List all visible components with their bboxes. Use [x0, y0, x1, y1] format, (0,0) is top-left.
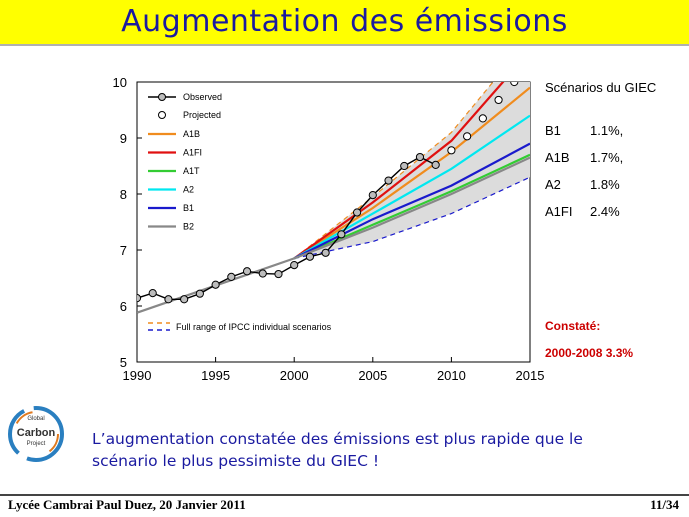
- scenario-rate-a2: 1.8%: [590, 177, 620, 192]
- projected-point: [494, 95, 503, 105]
- scenario-name-a1b: A1B: [545, 150, 570, 165]
- y-tick-label: 5: [120, 355, 127, 370]
- caption-line-1: L’augmentation constatée des émissions e…: [92, 430, 583, 448]
- y-tick-label: 6: [120, 299, 127, 314]
- observed-point: [337, 230, 346, 239]
- logo-ring-icon: [8, 406, 64, 462]
- legend-observed-marker: [158, 93, 166, 101]
- observed-point: [400, 161, 409, 171]
- series-line-b1: [293, 142, 530, 260]
- x-tick-label: 2005: [358, 368, 387, 383]
- observed-point: [415, 152, 425, 162]
- projected-point: [478, 114, 487, 123]
- observed-rate: 2000-2008 3.3%: [545, 346, 633, 360]
- logo-text-1: Global: [27, 416, 44, 422]
- observed-point: [305, 252, 315, 261]
- projected-point: [447, 146, 456, 155]
- observed-point: [195, 289, 204, 298]
- observed-point: [242, 267, 252, 276]
- x-tick-label: 2010: [437, 368, 466, 383]
- observed-point: [164, 295, 173, 304]
- observed-point: [227, 272, 236, 281]
- series-line-a1b: [293, 86, 530, 260]
- observed-point: [148, 289, 157, 298]
- y-tick-label: 7: [120, 243, 127, 258]
- y-tick-label: 10: [113, 75, 127, 90]
- page-title: Augmentation des émissions: [121, 4, 568, 39]
- global-carbon-project-logo: Global Carbon Project: [6, 405, 70, 463]
- chart-legend: Observed Projected A1B A1FI A1T A2 B1 B2 Full…: [148, 92, 332, 332]
- y-tick-label: 8: [120, 187, 127, 202]
- observed-point: [258, 269, 267, 278]
- legend-label-b2: B2: [183, 222, 194, 232]
- footer-text: Lycée Cambrai Paul Duez, 20 Janvier 2011: [8, 497, 246, 512]
- series-line-a1fi: [293, 82, 505, 260]
- projected-point: [510, 82, 519, 87]
- x-tick-label: 1995: [201, 368, 230, 383]
- legend-projected-marker: [158, 111, 166, 119]
- scenario-name-a2: A2: [545, 177, 561, 192]
- caption-line-2: scénario le plus pessimiste du GIEC !: [92, 452, 380, 470]
- projected-point: [463, 132, 472, 141]
- legend-range-label: Full range of IPCC individual scenarios: [176, 322, 332, 332]
- logo-text-3: Project: [27, 441, 46, 447]
- scenario-rate-a1b: 1.7%,: [590, 150, 623, 165]
- observed-point: [384, 176, 393, 185]
- emissions-chart: 1990 1995 2000 2005 2010 2015 5 6 7 8 9 10 Observed…: [113, 75, 657, 383]
- observed-point: [137, 294, 142, 303]
- observed-point: [211, 280, 220, 289]
- range-lower-line: [294, 176, 530, 259]
- page-number: 11/34: [650, 497, 679, 512]
- footer-divider: [0, 494, 689, 496]
- legend-label-a1t: A1T: [183, 166, 200, 176]
- scenario-range-band: [294, 82, 530, 259]
- scenario-name-a1fi: A1FI: [545, 204, 572, 219]
- title-divider: [0, 44, 689, 46]
- observed-point: [180, 295, 189, 304]
- logo-text-2: Carbon: [17, 427, 56, 439]
- logo-arc-icon: [13, 411, 59, 457]
- legend-label-a1fi: A1FI: [183, 148, 202, 158]
- legend-label-b1: B1: [183, 203, 194, 213]
- range-upper-line: [293, 82, 494, 259]
- legend-label-a2: A2: [183, 185, 194, 195]
- observed-label: Constaté:: [545, 319, 600, 333]
- legend-projected-label: Projected: [183, 110, 221, 120]
- observed-point: [352, 208, 362, 217]
- observed-point: [368, 191, 377, 200]
- x-tick-label: 1990: [123, 368, 152, 383]
- observed-point: [290, 261, 299, 270]
- x-tick-label: 2015: [516, 368, 545, 383]
- y-tick-label: 9: [120, 131, 127, 146]
- x-tick-label: 2000: [280, 368, 309, 383]
- caption: L’augmentation constatée des émissions e…: [92, 428, 672, 472]
- series-line-a2: [293, 114, 530, 260]
- series-line-b2: [137, 156, 530, 314]
- title-bar: Augmentation des émissions: [0, 0, 689, 44]
- scenario-name-b1: B1: [545, 123, 561, 138]
- observed-point: [274, 269, 283, 279]
- observed-point: [431, 160, 440, 169]
- observed-point: [321, 248, 330, 257]
- scenario-rate-b1: 1.1%,: [590, 123, 623, 138]
- scenario-rate-a1fi: 2.4%: [590, 204, 620, 219]
- legend-observed-label: Observed: [183, 92, 222, 102]
- series-line-a1t: [293, 153, 530, 260]
- legend-label-a1b: A1B: [183, 129, 200, 139]
- scenarios-title: Scénarios du GIEC: [545, 80, 656, 95]
